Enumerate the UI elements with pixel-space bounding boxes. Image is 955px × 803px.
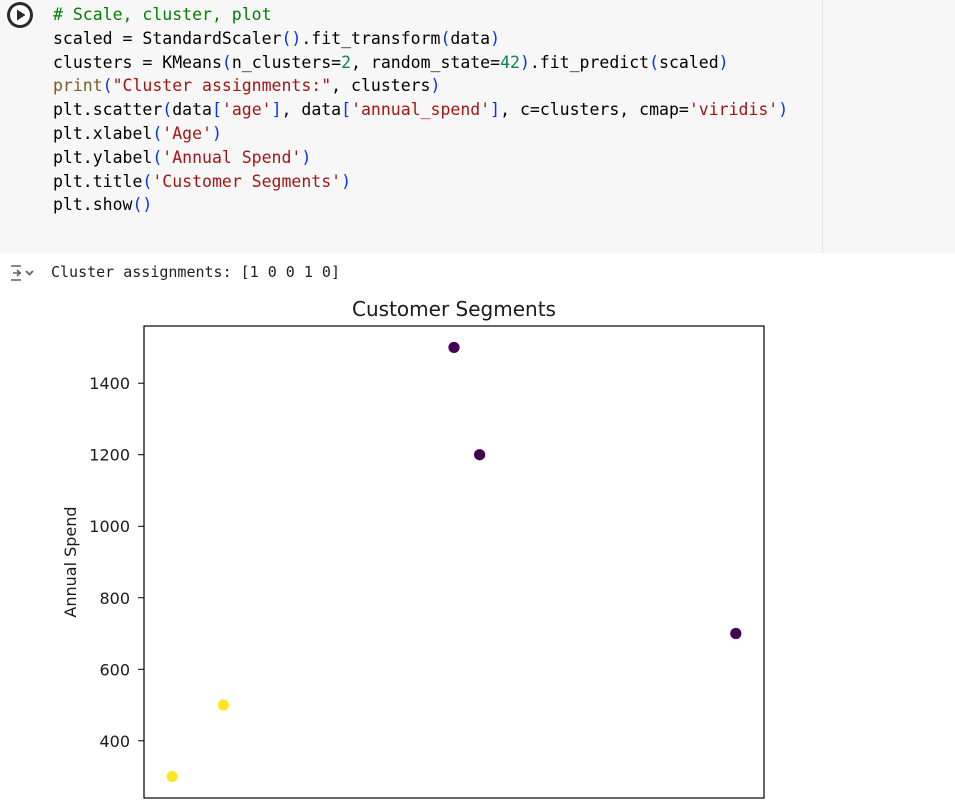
code-token: ) — [519, 52, 530, 72]
code-token: ) — [778, 100, 789, 120]
code-token: ( — [102, 76, 113, 96]
code-token: 2 — [341, 52, 352, 72]
code-token: 'annual_spend' — [351, 100, 491, 120]
code-token: 'Customer Segments' — [152, 171, 342, 191]
code-line: clusters = KMeans(n_clusters=2, random_s… — [53, 51, 788, 75]
scatter-plot: Customer Segments Annual Spend 400 600 800 10… — [61, 297, 765, 799]
code-token: data — [172, 100, 212, 120]
code-line: plt.xlabel('Age') — [53, 122, 788, 146]
y-tick-label: 1200 — [89, 446, 130, 465]
plot-frame — [143, 325, 765, 799]
scatter-point — [730, 627, 742, 640]
code-token: , c=clusters, cmap= — [500, 100, 689, 120]
cell-output-text: Cluster assignments: [1 0 0 1 0] — [51, 263, 340, 281]
code-token: plt.ylabel — [53, 147, 153, 167]
code-token: ( — [649, 52, 660, 72]
code-token: ) — [490, 28, 501, 48]
code-token: 'Age' — [162, 123, 212, 143]
scatter-point — [166, 770, 178, 783]
code-token: .fit_transform — [301, 28, 441, 48]
code-token: plt.title — [53, 171, 143, 191]
scatter-point — [448, 341, 460, 354]
code-token: plt.scatter — [53, 100, 163, 120]
code-token: "Cluster assignments:" — [112, 76, 332, 96]
code-token: ] — [490, 100, 501, 120]
code-line: scaled = StandardScaler().fit_transform(… — [53, 27, 788, 51]
code-token: ( — [440, 28, 451, 48]
code-token: ] — [271, 100, 282, 120]
code-token: scaled = StandardScaler — [53, 28, 282, 48]
code-token: () — [132, 195, 153, 215]
code-token: [ — [341, 100, 352, 120]
output-collapse-icon — [11, 265, 34, 281]
code-token: () — [281, 28, 302, 48]
code-token: # Scale, cluster, plot — [53, 5, 272, 24]
code-token: , data — [281, 100, 342, 120]
code-token: , random_state= — [351, 52, 501, 72]
code-line: plt.ylabel('Annual Spend') — [53, 146, 788, 170]
code-token: 'Annual Spend' — [162, 147, 302, 167]
code-token: ) — [718, 52, 729, 72]
y-tick-label: 800 — [99, 589, 130, 608]
y-tick-label: 600 — [99, 660, 130, 679]
code-token: n_clusters= — [231, 52, 342, 72]
code-line: plt.title('Customer Segments') — [53, 170, 788, 194]
code-token: ( — [142, 171, 153, 191]
code-token: ) — [301, 147, 312, 167]
y-tick-label: 1000 — [89, 517, 130, 536]
code-token: 'viridis' — [688, 100, 779, 120]
y-axis-label: Annual Spend — [61, 506, 80, 617]
scatter-point — [474, 449, 486, 461]
play-icon — [10, 5, 30, 25]
code-line: # Scale, cluster, plot — [53, 3, 788, 27]
code-token: ) — [341, 171, 352, 191]
chart-title: Customer Segments — [352, 297, 556, 321]
code-token: plt.xlabel — [53, 123, 153, 143]
y-tick-label: 400 — [99, 732, 130, 751]
code-token: , clusters — [331, 76, 431, 96]
scatter-point — [217, 699, 230, 711]
code-token: ( — [152, 147, 163, 167]
code-token: ) — [430, 76, 441, 96]
code-token: scaled — [659, 52, 719, 72]
code-editor[interactable]: # Scale, cluster, plot scaled = StandardS… — [53, 3, 788, 217]
output-toggle-button[interactable] — [8, 263, 36, 287]
code-token: 42 — [500, 52, 520, 72]
code-token: ( — [162, 100, 173, 120]
code-token: ) — [211, 123, 222, 143]
code-line: plt.scatter(data['age'], data['annual_sp… — [53, 98, 788, 122]
code-token: [ — [211, 100, 222, 120]
code-line: print("Cluster assignments:", clusters) — [53, 74, 788, 98]
code-token: print — [53, 76, 103, 96]
code-token: ( — [152, 123, 163, 143]
cell-divider — [822, 0, 823, 253]
code-token: 'age' — [221, 100, 272, 120]
code-cell[interactable]: # Scale, cluster, plot scaled = StandardS… — [0, 0, 955, 253]
code-token: clusters = KMeans — [53, 52, 222, 72]
code-token: data — [450, 28, 491, 48]
code-token: ( — [221, 52, 232, 72]
y-tick-label: 1400 — [89, 374, 130, 393]
code-token: .fit_predict — [529, 52, 650, 72]
run-cell-button[interactable] — [7, 2, 33, 28]
code-token: plt.show — [53, 195, 133, 215]
code-line: plt.show() — [53, 193, 788, 217]
